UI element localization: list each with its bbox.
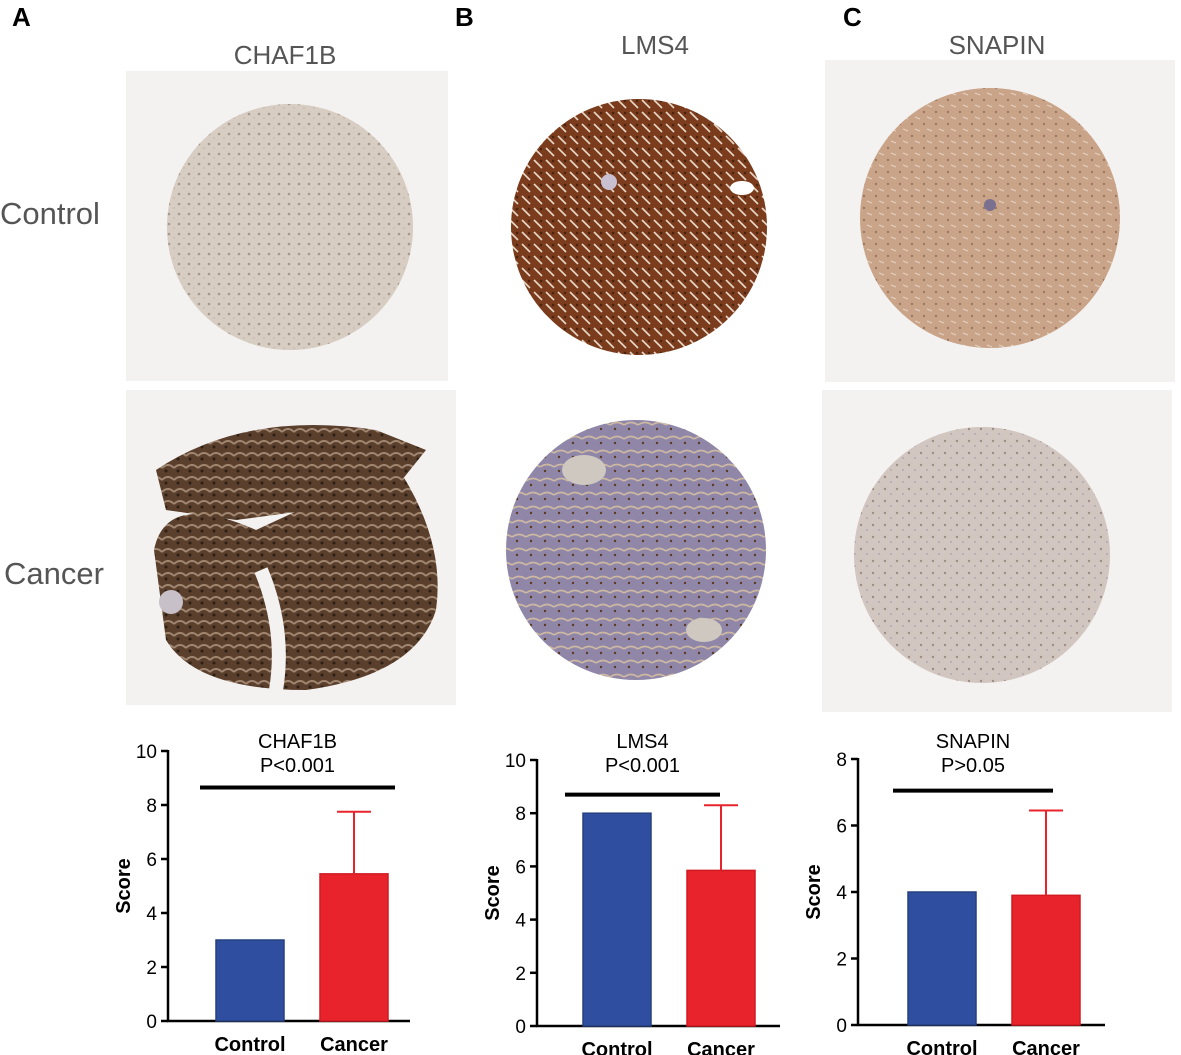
y-tick-label: 0 — [146, 1012, 157, 1033]
bar-cancer — [319, 873, 389, 1022]
bar-control — [907, 891, 977, 1026]
y-tick-label: 6 — [146, 850, 157, 871]
chart-title: SNAPIN — [936, 731, 1010, 753]
x-tick-label: Control — [581, 1039, 652, 1055]
tissue-image-lms4-cancer — [484, 390, 794, 702]
bar-control — [215, 939, 285, 1022]
chart-title: CHAF1B — [258, 731, 337, 753]
y-tick-label: 8 — [836, 750, 847, 771]
y-axis-label: Score — [482, 865, 504, 921]
bar-cancer — [1011, 894, 1081, 1026]
y-tick-label: 10 — [136, 742, 157, 763]
x-tick-label: Cancer — [320, 1034, 388, 1055]
chart-title: LMS4 — [616, 731, 668, 753]
y-tick-label: 4 — [836, 883, 847, 904]
y-tick-label: 6 — [515, 857, 526, 878]
y-tick-label: 2 — [146, 958, 157, 979]
y-tick-label: 6 — [836, 817, 847, 838]
gene-title-c: SNAPIN — [948, 30, 1046, 60]
tissue-image-chaf1b-cancer — [126, 390, 456, 705]
x-tick-label: Control — [214, 1034, 285, 1055]
y-axis-label: Score — [803, 864, 825, 920]
x-tick-label: Cancer — [687, 1039, 755, 1055]
row-label-cancer: Cancer — [4, 556, 104, 591]
y-tick-label: 2 — [515, 964, 526, 985]
tissue-image-snapin-control — [825, 60, 1175, 382]
panel-letter-a: A — [12, 2, 31, 32]
panel-letter-b: B — [455, 2, 474, 32]
panel-letter-c: C — [843, 2, 862, 32]
bar-control — [582, 812, 652, 1027]
gene-title-b: LMS4 — [621, 30, 689, 60]
y-axis-label: Score — [113, 858, 135, 914]
tissue-image-chaf1b-control — [126, 71, 448, 381]
y-tick-label: 8 — [515, 804, 526, 825]
gene-title-a: CHAF1B — [233, 40, 337, 70]
p-value-label: P<0.001 — [260, 755, 335, 777]
x-tick-label: Cancer — [1012, 1038, 1080, 1055]
p-value-label: P>0.05 — [941, 755, 1005, 777]
y-tick-label: 0 — [836, 1016, 847, 1037]
y-tick-label: 4 — [146, 904, 157, 925]
y-tick-label: 4 — [515, 911, 526, 932]
row-label-control: Control — [0, 196, 100, 231]
tissue-image-lms4-control — [484, 62, 794, 382]
y-tick-label: 8 — [146, 796, 157, 817]
p-value-label: P<0.001 — [605, 755, 680, 777]
x-tick-label: Control — [906, 1038, 977, 1055]
y-tick-label: 2 — [836, 950, 847, 971]
y-tick-label: 10 — [505, 751, 526, 772]
tissue-image-snapin-cancer — [822, 390, 1172, 712]
y-tick-label: 0 — [515, 1017, 526, 1038]
bar-cancer — [686, 869, 756, 1027]
